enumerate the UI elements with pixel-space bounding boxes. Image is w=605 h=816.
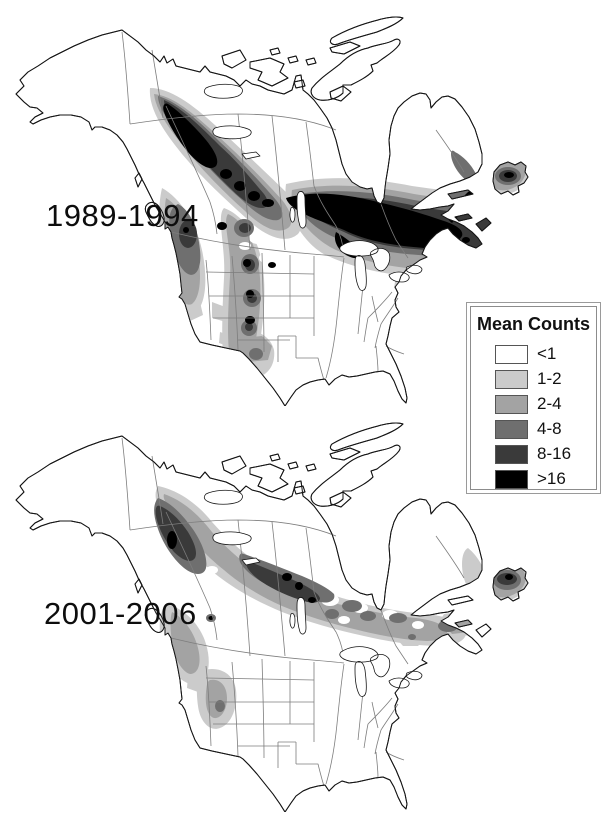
period-label-2001-2006: 2001-2006: [44, 596, 197, 631]
legend-item-label: 1-2: [537, 369, 562, 388]
legend-title: Mean Counts: [476, 314, 590, 334]
legend-item-label: >16: [537, 469, 566, 488]
legend-item: 2-4: [495, 392, 596, 416]
legend-swatch: [495, 344, 528, 364]
map-1989-1994: [0, 6, 605, 406]
period-label-1989-1994: 1989-1994: [46, 198, 199, 233]
legend-swatch: [495, 369, 528, 389]
legend-item: >16: [495, 467, 596, 491]
contours-1989-1994: [149, 88, 528, 394]
legend-item: 1-2: [495, 367, 596, 391]
legend-item: 4-8: [495, 417, 596, 441]
legend-swatch: [495, 469, 528, 489]
legend-item-label: <1: [537, 344, 557, 363]
legend-item-label: 2-4: [537, 394, 562, 413]
legend-item-label: 8-16: [537, 444, 572, 463]
legend-swatch: [495, 394, 528, 414]
legend-item: <1: [495, 342, 596, 366]
legend-item-label: 4-8: [537, 419, 562, 438]
legend: Mean Counts <1 1-2 2-4 4-8 8-16: [466, 302, 601, 494]
legend-frame: Mean Counts <1 1-2 2-4 4-8 8-16: [470, 306, 597, 490]
legend-swatch: [495, 444, 528, 464]
map-2001-2006: [0, 412, 605, 812]
legend-item: 8-16: [495, 442, 596, 466]
legend-swatch: [495, 419, 528, 439]
